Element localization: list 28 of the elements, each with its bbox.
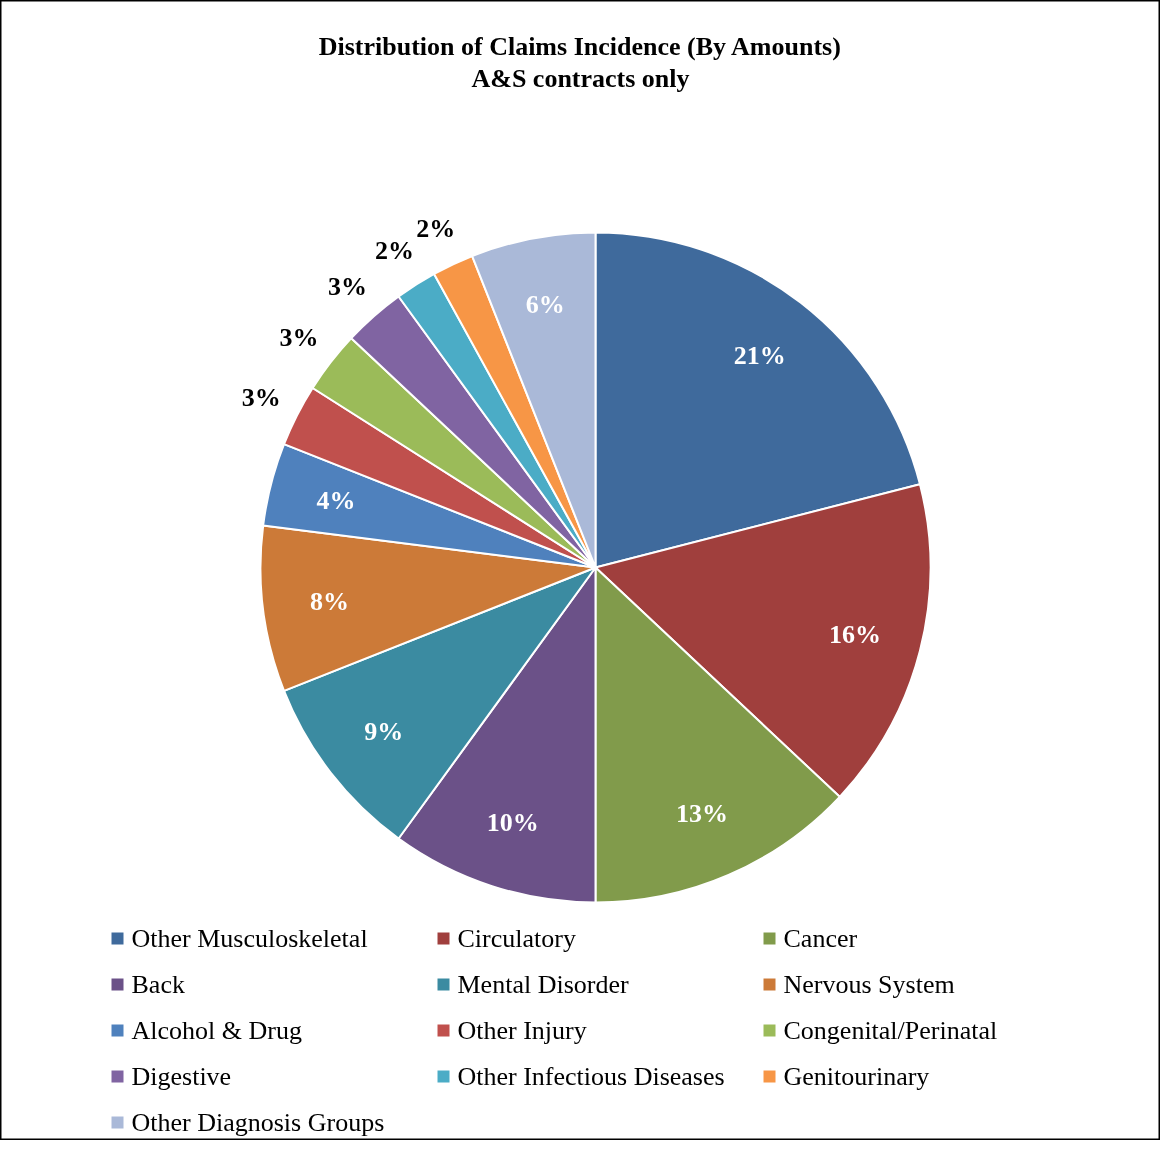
legend-label: Other Infectious Diseases <box>457 1062 725 1091</box>
chart-subtitle: A&S contracts only <box>471 64 690 93</box>
data-label: 10% <box>486 807 539 837</box>
legend-label: Congenital/Perinatal <box>783 1016 998 1045</box>
legend-label: Circulatory <box>457 924 576 953</box>
legend-label: Nervous System <box>783 970 955 999</box>
legend-label: Genitourinary <box>783 1062 930 1091</box>
legend-label: Alcohol & Drug <box>131 1016 302 1045</box>
data-label: 4% <box>316 486 356 516</box>
legend-label: Other Diagnosis Groups <box>131 1108 385 1137</box>
chart-title: Distribution of Claims Incidence (By Amounts) <box>318 32 841 61</box>
data-label: 3% <box>241 382 281 412</box>
data-label: 8% <box>310 586 350 616</box>
legend-label: Digestive <box>131 1062 232 1091</box>
data-label: 21% <box>733 341 786 371</box>
data-label: 6% <box>525 289 565 319</box>
data-label: 2% <box>374 236 414 266</box>
legend-label: Mental Disorder <box>457 970 629 999</box>
data-label: 13% <box>675 798 728 828</box>
data-label: 3% <box>327 271 367 301</box>
legend-label: Cancer <box>783 924 858 953</box>
data-label: 2% <box>416 213 456 243</box>
legend-label: Other Injury <box>457 1016 587 1045</box>
legend-label: Back <box>131 970 185 999</box>
data-label: 3% <box>279 323 319 353</box>
data-label: 16% <box>829 619 882 649</box>
legend-label: Other Musculoskeletal <box>131 924 368 953</box>
data-label: 9% <box>364 717 404 747</box>
